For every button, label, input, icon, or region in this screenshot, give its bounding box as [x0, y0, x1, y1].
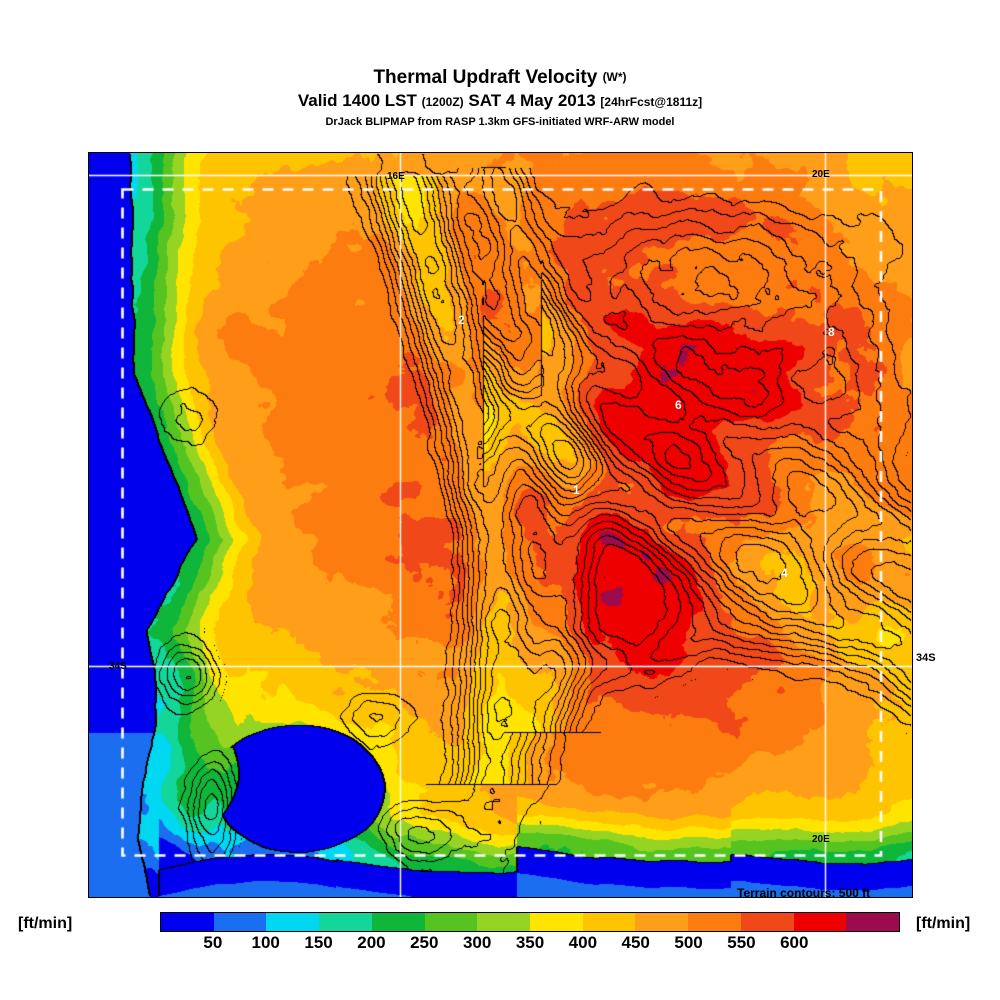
colorbar-tick-350: 350: [515, 933, 545, 952]
colorbar-segment-6: [477, 913, 531, 931]
colorbar-segment-0: [161, 913, 214, 931]
map-marker-8: 8: [828, 325, 835, 339]
colorbar-tick-500: 500: [674, 933, 703, 952]
colorbar-segment-4: [371, 913, 425, 931]
title-valid-line: Valid 1400 LST (1200Z) SAT 4 May 2013 [2…: [0, 90, 1000, 113]
grid-label-34s-left: 34S: [109, 661, 127, 672]
colorbar-segment-13: [846, 913, 900, 931]
valid-date-label: SAT 4 May 2013: [468, 91, 596, 110]
colorbar-gradient[interactable]: [160, 912, 900, 932]
colorbar-segment-8: [582, 913, 636, 931]
colorbar-legend: [ft/min] [ft/min] 50 100 150 200 250 300 350 40…: [0, 903, 1000, 963]
colorbar-segment-9: [635, 913, 689, 931]
model-source-label: DrJack BLIPMAP from RASP 1.3km GFS-initi…: [325, 116, 675, 128]
colorbar-tick-550: 550: [727, 933, 756, 952]
colorbar-segment-11: [740, 913, 794, 931]
colorbar-tick-200: 200: [357, 933, 386, 952]
valid-time-label: Valid 1400 LST: [297, 91, 417, 110]
colorbar-unit-left: [ft/min]: [18, 915, 73, 932]
grid-label-16e: 16E: [387, 171, 405, 182]
grid-label-20e-bottom: 20E: [812, 834, 830, 845]
colorbar-unit-right: [ft/min]: [916, 915, 971, 932]
colorbar-segment-12: [793, 913, 847, 931]
colorbar-segment-3: [319, 913, 372, 931]
map-marker-4: 4: [781, 566, 788, 580]
colorbar-tick-400: 400: [568, 933, 598, 952]
colorbar-tick-50: 50: [203, 933, 223, 952]
map-raster-layer: [89, 153, 912, 897]
map-marker-1: 1: [573, 483, 580, 497]
title-variable-symbol: (W*): [602, 70, 627, 84]
colorbar-tick-250: 250: [410, 933, 439, 952]
colorbar-tick-300: 300: [462, 933, 492, 952]
terrain-contour-note: Terrain contours: 500 ft: [737, 886, 871, 900]
grid-label-20e-top: 20E: [812, 169, 830, 180]
colorbar-segment-1: [213, 913, 267, 931]
colorbar-tick-450: 450: [621, 933, 650, 952]
colorbar-segment-2: [266, 913, 320, 931]
valid-utc-label: (1200Z): [421, 95, 464, 109]
latitude-label-right: 34S: [916, 652, 936, 664]
page-title: Thermal Updraft Velocity (W*): [0, 66, 1000, 89]
colorbar-tick-600: 600: [780, 933, 809, 952]
colorbar-tick-150: 150: [304, 933, 333, 952]
colorbar-segment-5: [424, 913, 478, 931]
colorbar-segment-7: [530, 913, 583, 931]
forecast-tag-label: [24hrFcst@1811z]: [600, 95, 703, 109]
title-block: Thermal Updraft Velocity (W*) Valid 1400…: [0, 66, 1000, 130]
colorbar-segment-10: [688, 913, 741, 931]
map-marker-2: 2: [458, 313, 465, 327]
colorbar-tick-100: 100: [251, 933, 280, 952]
colorbar-tick-labels: 50 100 150 200 250 300 350 400 450 500 550 600: [160, 933, 900, 957]
forecast-map[interactable]: 16E 20E 20E 34S 2 8 6 1 4: [88, 152, 913, 898]
title-main-text: Thermal Updraft Velocity: [373, 67, 598, 88]
map-marker-6: 6: [675, 398, 682, 412]
